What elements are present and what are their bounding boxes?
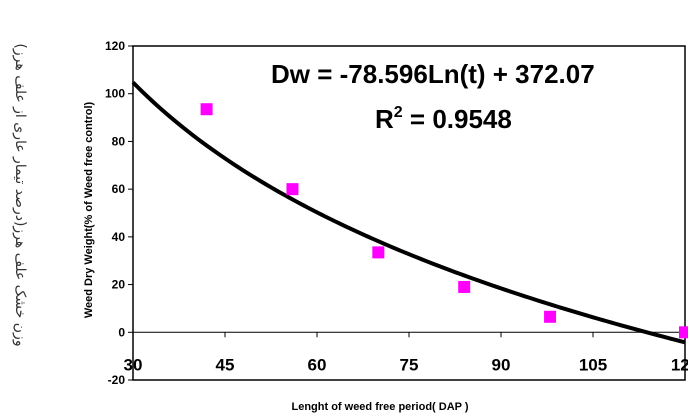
x-tick-label: 105 <box>579 355 607 374</box>
y-axis-label: Weed Dry Weight(% of Weed free control) <box>83 101 95 318</box>
r-squared-symbol: R <box>375 104 394 134</box>
y-tick-label: 20 <box>112 278 126 292</box>
x-axis-label: Lenght of weed free period( DAP ) <box>291 401 468 413</box>
y-tick-label: 40 <box>112 230 126 244</box>
data-point <box>458 280 471 293</box>
data-points <box>200 103 688 339</box>
plot-area <box>132 45 686 381</box>
persian-y-axis-label: وزن خشک علف هرز(درصد تیمار عاری از علف ه… <box>12 43 28 346</box>
y-tick-group: -20 0 20 40 60 80 100 120 <box>105 39 133 387</box>
x-tick-label: 120 <box>671 355 688 374</box>
x-tick-label: 90 <box>492 355 511 374</box>
x-tick-group: 30 45 60 75 90 105 120 <box>124 332 688 374</box>
data-point <box>544 310 557 323</box>
data-point <box>372 246 385 259</box>
trendline-equation: Dw = -78.596Ln(t) + 372.07 <box>271 59 595 89</box>
data-point <box>200 103 213 116</box>
y-tick-label: 60 <box>112 182 126 196</box>
x-tick-label: 75 <box>400 355 419 374</box>
data-point <box>286 183 299 196</box>
x-tick-label: 30 <box>124 355 143 374</box>
r-squared-exponent: 2 <box>394 104 403 121</box>
x-tick-label: 60 <box>308 355 327 374</box>
y-tick-label: 80 <box>112 134 126 148</box>
y-tick-label: 0 <box>118 325 125 339</box>
trendline <box>131 80 686 345</box>
y-tick-label: 100 <box>105 87 125 101</box>
r-squared-value: = 0.9548 <box>403 104 512 134</box>
y-tick-label: -20 <box>108 373 126 387</box>
y-tick-label: 120 <box>105 39 125 53</box>
x-tick-label: 45 <box>216 355 235 374</box>
r-squared-label: R2 = 0.9548 <box>375 104 512 134</box>
data-point <box>679 326 688 339</box>
